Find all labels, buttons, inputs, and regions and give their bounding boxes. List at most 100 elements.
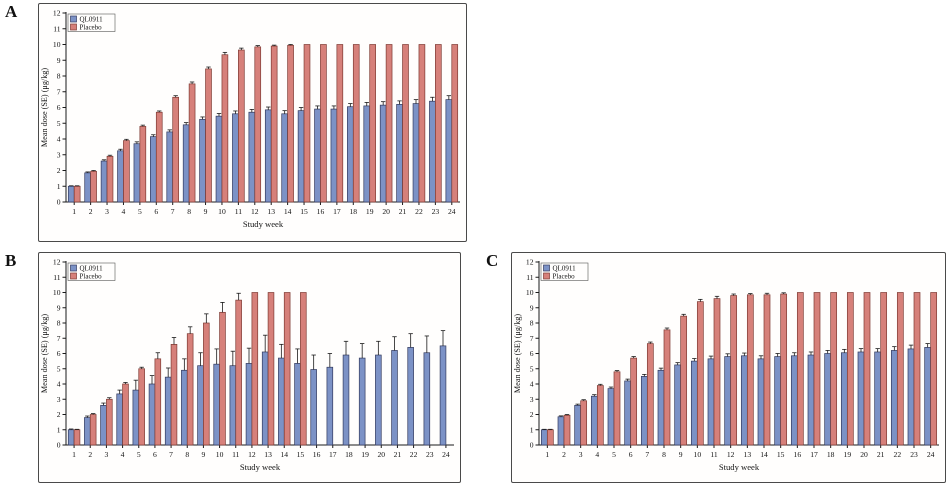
bar (270, 45, 278, 203)
panel-label-a: A (5, 2, 18, 21)
y-tick-label: 0 (57, 198, 61, 207)
bar (707, 358, 715, 446)
bar (170, 343, 178, 446)
bar (150, 136, 157, 203)
bar (122, 383, 129, 446)
bar (148, 383, 156, 446)
bars-placebo (546, 292, 938, 446)
bar (132, 389, 140, 446)
bar (757, 358, 765, 446)
y-tick-label: 6 (57, 349, 61, 358)
x-tick-label: 15 (300, 207, 308, 216)
bar (740, 355, 748, 446)
bar (67, 429, 75, 446)
bar (205, 68, 212, 203)
y-tick-label: 0 (530, 441, 534, 450)
bar (221, 54, 229, 203)
bar (730, 295, 738, 446)
bar (590, 395, 598, 446)
bar (133, 143, 141, 203)
x-tick-label: 17 (810, 450, 818, 459)
bar (613, 371, 621, 446)
bar (235, 299, 242, 446)
x-tick-label: 18 (345, 450, 353, 459)
bar (67, 185, 75, 203)
bar (930, 292, 938, 446)
bar (215, 115, 223, 203)
y-tick-label: 10 (53, 288, 61, 297)
bar (696, 301, 704, 446)
y-axis-title: Mean dose (SE) (μg/kg) (40, 314, 49, 393)
bars-placebo (73, 292, 307, 446)
bar (300, 292, 307, 446)
x-tick-label: 7 (171, 207, 175, 216)
bar (445, 99, 453, 203)
y-tick-label: 1 (57, 182, 61, 191)
bar (251, 292, 259, 446)
x-tick-label: 4 (595, 450, 599, 459)
y-tick-label: 8 (57, 72, 61, 81)
bar (116, 393, 123, 446)
bar (790, 355, 798, 446)
bar (281, 113, 288, 203)
y-tick-label: 1 (57, 425, 61, 434)
x-tick-label: 20 (860, 450, 868, 459)
bar (330, 108, 338, 203)
bar (166, 131, 174, 203)
bar (283, 292, 291, 446)
legend-label-ql0911: QL0911 (553, 264, 577, 272)
bar (451, 44, 459, 203)
bar (117, 150, 124, 203)
y-tick-label: 9 (530, 303, 534, 312)
x-tick-label: 17 (333, 207, 341, 216)
bar (624, 380, 632, 446)
bar (824, 353, 832, 446)
x-tick-label: 12 (251, 207, 259, 216)
bar (100, 405, 107, 446)
y-tick-label: 11 (53, 273, 61, 282)
x-tick-label: 23 (432, 207, 440, 216)
bar (73, 185, 81, 203)
x-tick-label: 20 (377, 450, 385, 459)
bar (314, 108, 321, 203)
legend-label-placebo: Placebo (80, 23, 103, 31)
x-tick-label: 7 (645, 450, 649, 459)
panel-label-b: B (5, 251, 17, 270)
x-tick-label: 10 (218, 207, 226, 216)
x-tick-label: 6 (153, 450, 157, 459)
y-tick-label: 5 (57, 119, 61, 128)
bar (646, 343, 654, 446)
x-tick-label: 10 (216, 450, 224, 459)
y-tick-label: 3 (530, 395, 534, 404)
x-axis-title: Study week (719, 462, 760, 472)
bar (674, 364, 682, 446)
x-tick-label: 23 (426, 450, 434, 459)
error-bars-ql0911 (69, 95, 452, 187)
x-tick-label: 2 (89, 207, 93, 216)
x-tick-label: 18 (349, 207, 357, 216)
bar (418, 44, 426, 203)
bar (155, 111, 163, 203)
y-tick-label: 5 (57, 364, 61, 373)
bar (830, 292, 838, 446)
bar (139, 126, 147, 203)
bar (429, 100, 436, 203)
x-tick-label: 18 (827, 450, 835, 459)
chart-box-b: 0 1 2 3 4 5 6 7 8 9 10 11 12 1 2 3 4 5 6 7 8 9 10 11 12 13 14 15 16 1… (38, 252, 461, 483)
bar (557, 416, 565, 446)
bar (188, 83, 196, 203)
x-tick-label: 21 (399, 207, 407, 216)
bar (261, 351, 269, 446)
bar (813, 292, 821, 446)
legend-label-placebo: Placebo (553, 272, 576, 280)
x-tick-label: 19 (844, 450, 852, 459)
x-tick-label: 1 (72, 207, 76, 216)
bar (352, 44, 360, 203)
error-bars-ql0911 (68, 330, 446, 430)
x-axis-ticks: 1 2 3 4 5 6 7 8 9 10 11 12 13 14 15 16 17 18 19 20 21 22 23 24 (72, 445, 450, 459)
bar (840, 352, 848, 446)
x-tick-label: 11 (710, 450, 718, 459)
